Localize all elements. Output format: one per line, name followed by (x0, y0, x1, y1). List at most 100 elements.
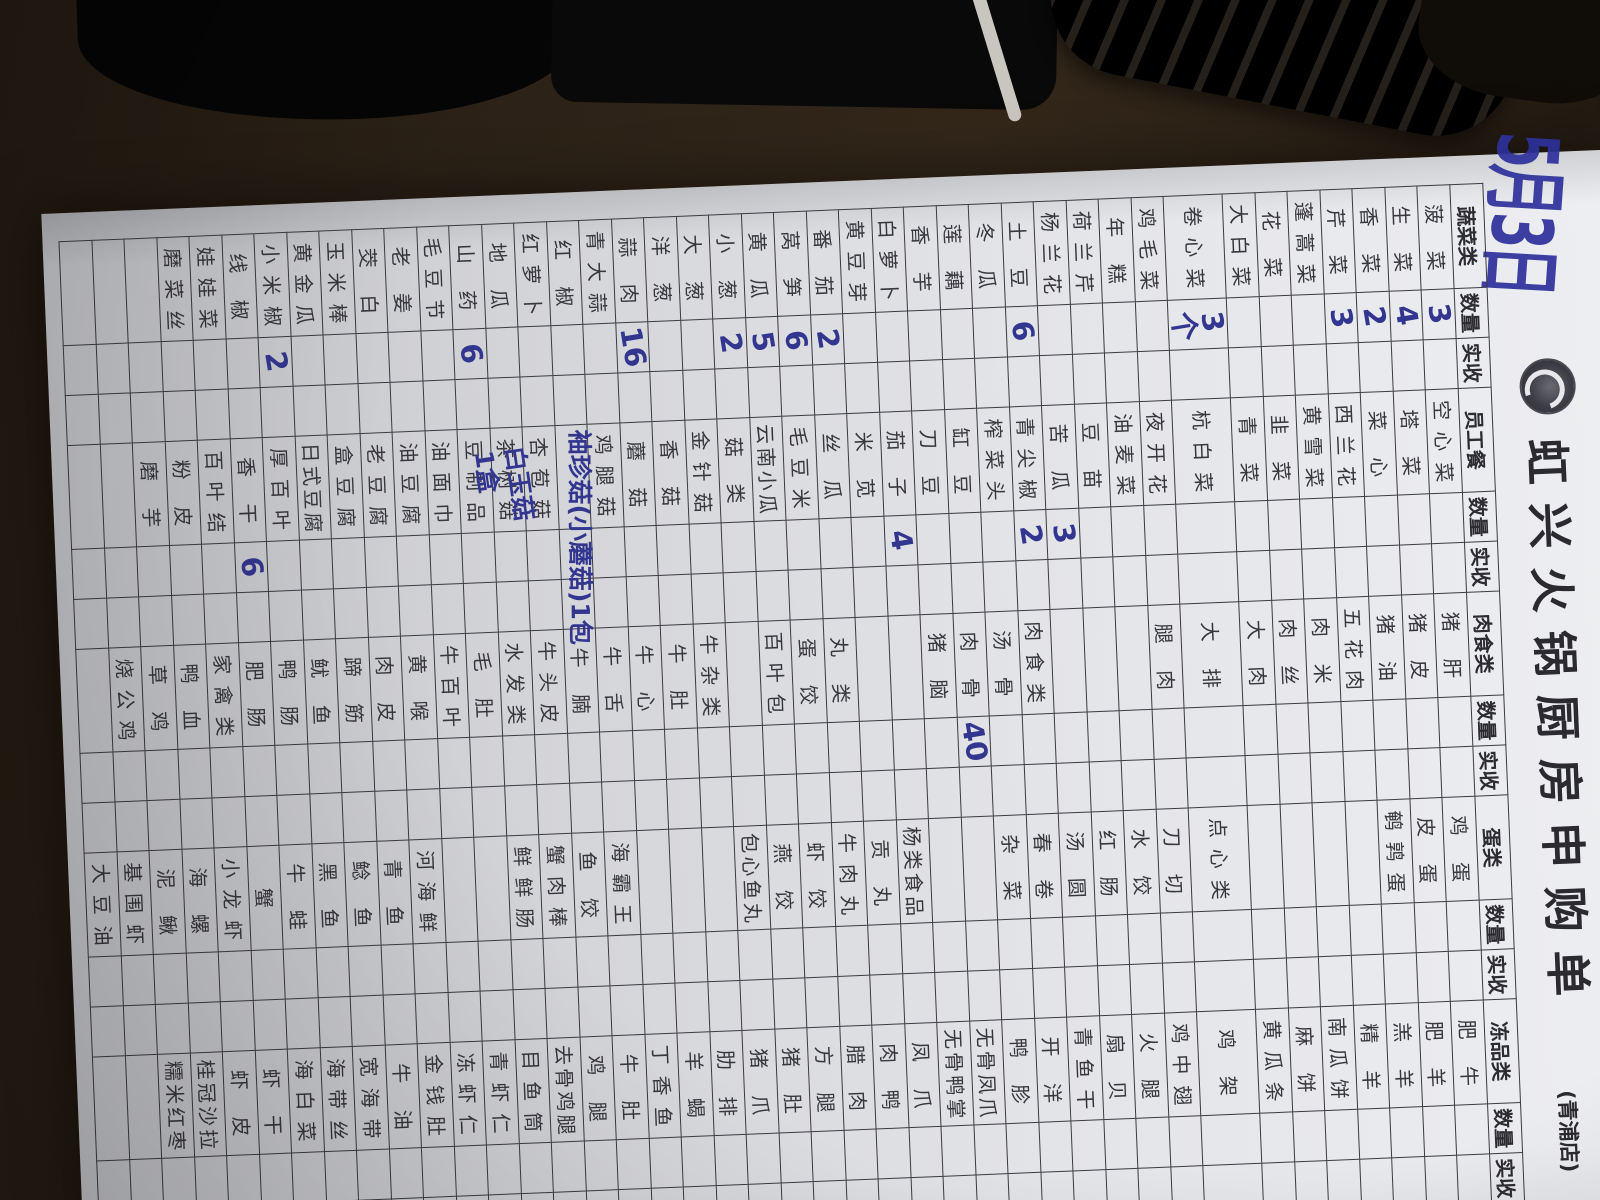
quantity-cell (567, 731, 603, 784)
received-cell (1367, 545, 1402, 597)
received-cell (163, 390, 198, 442)
item-cell: 鸭血 (173, 644, 211, 750)
quantity-cell (998, 918, 1033, 970)
item-cell (636, 829, 674, 935)
received-cell (911, 1176, 946, 1200)
item-cell: 大排 (1180, 601, 1244, 709)
item-cell: 香菇 (652, 420, 690, 526)
received-cell (667, 777, 702, 830)
item-cell: 牛舌 (595, 626, 633, 732)
item-cell: 茶树菇 (489, 426, 527, 533)
quantity-cell (1152, 708, 1187, 760)
quantity-cell (193, 338, 229, 391)
quantity-cell (355, 332, 391, 384)
item-cell: 地瓜 (481, 223, 519, 329)
quantity-cell (128, 341, 164, 393)
quantity-cell (933, 921, 968, 973)
received-cell (455, 378, 490, 430)
paper-sheet: 5月3日 虹兴火锅厨房申购单 (青浦店) 蔬菜类 数量 实收 员工餐 数量 实收 肉食类 数量… (41, 130, 1600, 1200)
received-cell (617, 371, 653, 423)
item-cell (1312, 801, 1350, 907)
item-cell: 水饺 (1123, 809, 1161, 915)
item-cell: 猪皮 (1401, 593, 1439, 699)
column-header: 蔬菜类 (1449, 183, 1488, 289)
quantity-cell (1397, 493, 1433, 546)
received-cell (1457, 1153, 1492, 1200)
quantity-cell (1284, 906, 1319, 959)
received-cell (553, 1190, 589, 1200)
item-cell: 开洋 (1034, 1017, 1072, 1123)
quantity-cell (632, 729, 668, 781)
item-cell: 去骨鸡腿 (547, 1037, 585, 1143)
item-cell: 猪肝 (1434, 592, 1471, 698)
quantity-cell (324, 1150, 360, 1200)
quantity-cell (681, 1135, 717, 1187)
quantity-cell (518, 325, 553, 377)
quantity-cell (186, 951, 221, 1004)
received-cell (528, 579, 564, 631)
item-cell: 百叶包 (758, 620, 795, 726)
quantity-cell (680, 319, 716, 371)
item-cell: 蓬蒿菜 (1287, 190, 1325, 296)
quantity-cell (1438, 696, 1473, 748)
received-cell (1056, 761, 1092, 814)
column-header: 实收 (1456, 337, 1492, 389)
item-cell (124, 237, 162, 343)
item-cell: 丸类 (823, 617, 860, 723)
received-cell (204, 592, 239, 645)
received-cell (1286, 956, 1321, 1008)
quantity-cell (875, 311, 911, 363)
item-cell: 小葱 (708, 213, 746, 320)
item-cell (554, 424, 592, 530)
quantity-cell (965, 919, 1001, 972)
received-cell (829, 771, 864, 823)
item-cell: 磨芋 (132, 441, 170, 547)
quantity-cell: 3 (1045, 508, 1083, 560)
item-cell (91, 239, 129, 345)
column-header: 实收 (1464, 541, 1500, 593)
item-cell (67, 444, 105, 550)
received-cell (1327, 1159, 1362, 1200)
received-cell (585, 372, 620, 425)
quantity-cell (916, 513, 951, 565)
item-cell: 生菜 (1384, 186, 1422, 292)
item-cell: 家禽类 (206, 642, 243, 748)
item-cell: 鹌鹑蛋 (1377, 798, 1415, 905)
item-cell: 鸡架 (1196, 1009, 1261, 1116)
item-cell (59, 240, 97, 346)
received-cell (1245, 754, 1281, 806)
item-cell: 目鱼筒 (515, 1038, 552, 1144)
received-cell (1000, 968, 1035, 1020)
item-cell: 夜开花 (1139, 400, 1177, 506)
received-cell (715, 367, 750, 419)
quantity-cell (97, 1159, 132, 1200)
quantity-cell (486, 1143, 522, 1195)
received-cell (1261, 345, 1296, 397)
quantity-cell (1063, 915, 1098, 968)
item-cell: 基围虾 (117, 850, 154, 956)
received-cell (374, 789, 410, 842)
quantity-cell (1446, 900, 1482, 952)
received-cell (651, 1186, 686, 1200)
item-cell: 毛豆节 (416, 225, 454, 331)
handwritten-quantity: 3 (1045, 521, 1083, 547)
item-cell: 油麦菜 (1106, 401, 1144, 507)
item-cell: 大白菜 (1222, 192, 1260, 298)
item-cell: 肉骨 (952, 612, 990, 718)
item-cell: 汤圆 (1058, 811, 1096, 918)
quantity-cell (129, 1158, 165, 1200)
received-cell (1089, 760, 1124, 812)
item-cell: 娃娃菜 (189, 235, 227, 341)
quantity-cell (664, 727, 700, 780)
quantity-cell (1022, 713, 1057, 765)
received-cell (1145, 554, 1181, 606)
received-cell (837, 975, 873, 1027)
received-cell (1194, 959, 1256, 1012)
received-cell (448, 991, 483, 1043)
item-cell: 豆制品 (457, 428, 495, 534)
item-cell: 云南小瓜 (749, 416, 787, 522)
quantity-cell (1308, 701, 1343, 753)
item-cell (855, 616, 893, 722)
item-cell: 水发类 (498, 630, 536, 736)
item-cell: 蟹肉棒 (539, 833, 576, 939)
